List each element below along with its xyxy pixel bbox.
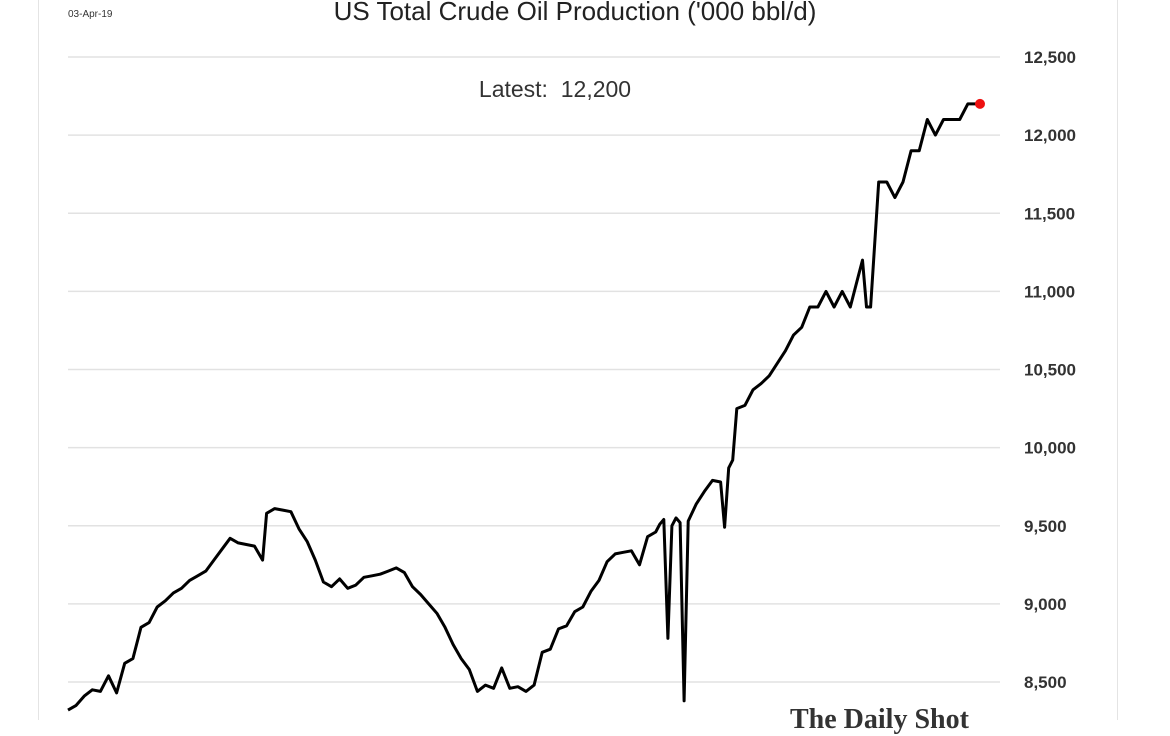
latest-annotation: Latest: 12,200 xyxy=(420,76,690,103)
series-line-crude-production xyxy=(67,102,980,712)
y-tick-label-10500: 10,500 xyxy=(1024,361,1076,380)
y-tick-label-9500: 9,500 xyxy=(1024,517,1067,536)
y-tick-label-8500: 8,500 xyxy=(1024,673,1067,692)
latest-value: 12,200 xyxy=(560,76,632,102)
latest-value-marker xyxy=(975,98,985,109)
chart-title: US Total Crude Oil Production ('000 bbl/… xyxy=(333,0,817,26)
y-tick-label-12500: 12,500 xyxy=(1024,48,1076,67)
y-axis-ticks: 8,500 9,000 9,500 10,000 10,500 11,000 11,500 1… xyxy=(1024,48,1076,692)
chart-plot: 8,500 9,000 9,500 10,000 10,500 11,000 11,500 1… xyxy=(67,48,1076,712)
y-tick-label-9000: 9,000 xyxy=(1024,595,1067,614)
chart-date: 03-Apr-19 xyxy=(68,9,113,20)
y-tick-label-12000: 12,000 xyxy=(1024,126,1076,145)
y-tick-label-10000: 10,000 xyxy=(1024,439,1076,458)
y-tick-label-11000: 11,000 xyxy=(1024,282,1075,301)
chart-frame xyxy=(38,0,1118,720)
y-tick-label-11500: 11,500 xyxy=(1024,204,1075,223)
source-credit: The Daily Shot xyxy=(790,704,969,735)
latest-label: Latest: xyxy=(478,76,548,102)
grid-lines xyxy=(68,56,1000,683)
